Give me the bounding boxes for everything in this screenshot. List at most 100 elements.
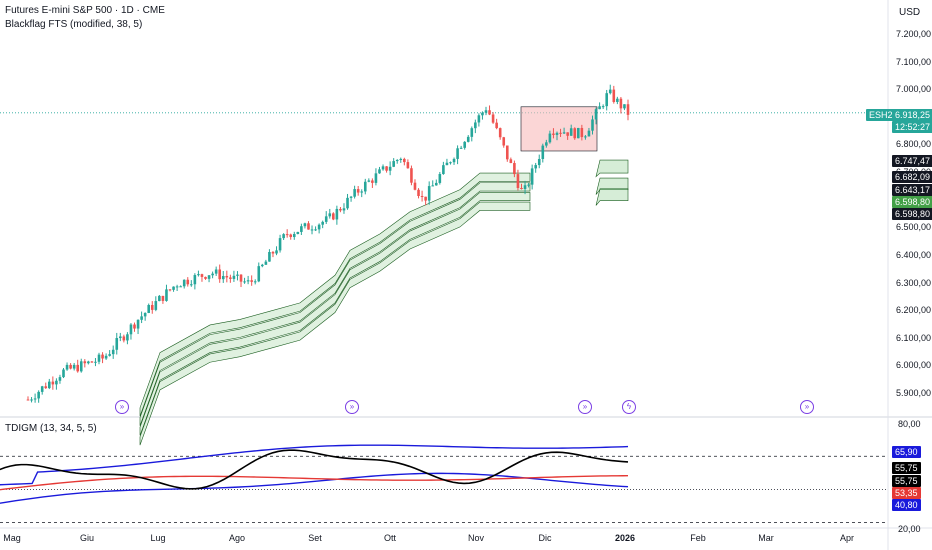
candle bbox=[317, 224, 321, 230]
candle bbox=[218, 269, 222, 280]
candle bbox=[434, 182, 438, 186]
candle bbox=[513, 163, 516, 175]
candle bbox=[495, 122, 498, 129]
candle bbox=[623, 104, 626, 109]
candle bbox=[608, 89, 612, 94]
candle bbox=[505, 145, 509, 160]
candle bbox=[33, 398, 37, 400]
candle bbox=[246, 280, 250, 282]
candle bbox=[438, 174, 442, 183]
osc-tag: 53,35 bbox=[892, 487, 921, 499]
candle bbox=[520, 187, 523, 190]
currency-label[interactable]: USD bbox=[899, 7, 921, 18]
candle bbox=[119, 336, 122, 339]
indicator-title[interactable]: Blackflag FTS (modified, 38, 5) bbox=[5, 19, 143, 30]
candle bbox=[147, 304, 151, 313]
last-price-tag: 6.918,25 bbox=[892, 109, 932, 121]
candle bbox=[360, 191, 364, 193]
candle bbox=[200, 274, 204, 277]
candle bbox=[94, 361, 97, 363]
candle bbox=[363, 181, 367, 192]
candle bbox=[204, 276, 207, 279]
candle bbox=[172, 286, 175, 290]
candle bbox=[104, 355, 108, 359]
candle bbox=[197, 274, 200, 276]
candle bbox=[491, 114, 495, 123]
osc-base-line bbox=[0, 475, 629, 491]
y-axis-label: 6.800,00 bbox=[896, 139, 932, 150]
candle bbox=[55, 380, 58, 385]
candle bbox=[477, 115, 481, 123]
candle bbox=[264, 261, 268, 265]
candle bbox=[158, 295, 161, 302]
osc-tag: 55,75 bbox=[892, 475, 921, 487]
x-axis-label: Feb bbox=[690, 533, 706, 543]
candle bbox=[133, 324, 136, 329]
event-marker-icon[interactable]: » bbox=[578, 400, 592, 414]
osc-lower-band bbox=[0, 472, 629, 504]
x-axis-label: Lug bbox=[150, 533, 166, 543]
candle bbox=[62, 369, 65, 378]
y-axis-label: 7.100,00 bbox=[896, 56, 932, 67]
candle bbox=[221, 275, 225, 280]
y-axis-label: 6.300,00 bbox=[896, 277, 932, 288]
candle bbox=[424, 196, 427, 201]
candle bbox=[186, 279, 190, 285]
candle bbox=[385, 166, 388, 171]
candle bbox=[406, 162, 410, 169]
candle bbox=[374, 173, 378, 183]
candle bbox=[328, 213, 332, 217]
candle bbox=[346, 197, 349, 209]
candle bbox=[292, 234, 296, 238]
candle bbox=[580, 127, 584, 138]
candle bbox=[243, 281, 246, 283]
candle bbox=[332, 213, 335, 220]
x-axis-label: Nov bbox=[467, 533, 485, 543]
candle bbox=[594, 109, 598, 120]
candle bbox=[26, 399, 30, 401]
osc-tag: 40,80 bbox=[892, 499, 921, 511]
x-axis-label: Giu bbox=[79, 533, 95, 543]
candle bbox=[51, 381, 55, 385]
candle bbox=[548, 133, 552, 143]
candle bbox=[271, 252, 275, 254]
event-marker-icon[interactable]: » bbox=[345, 400, 359, 414]
x-axis-label: Apr bbox=[839, 533, 855, 543]
trailing-band bbox=[139, 201, 531, 446]
candle bbox=[587, 130, 591, 137]
candle bbox=[108, 354, 111, 356]
candle bbox=[40, 386, 44, 392]
candle bbox=[545, 142, 548, 146]
candle bbox=[573, 128, 577, 139]
candle bbox=[381, 166, 385, 170]
event-marker-icon[interactable]: » bbox=[800, 400, 814, 414]
candle bbox=[101, 354, 104, 359]
y-axis-label: 6.200,00 bbox=[896, 305, 932, 316]
candle bbox=[207, 275, 211, 279]
candle bbox=[300, 226, 303, 232]
candle bbox=[253, 281, 257, 283]
candle bbox=[452, 158, 456, 163]
candle bbox=[261, 264, 264, 267]
trailing-band bbox=[139, 172, 531, 417]
candle bbox=[349, 196, 353, 198]
candle bbox=[530, 168, 534, 185]
symbol-title[interactable]: Futures E-mini S&P 500 · 1D · CME bbox=[5, 5, 165, 16]
candle bbox=[417, 189, 420, 197]
candle bbox=[193, 275, 197, 285]
candle bbox=[356, 189, 360, 193]
candle bbox=[190, 284, 193, 286]
candle bbox=[470, 128, 474, 137]
event-marker-icon[interactable]: » bbox=[115, 400, 129, 414]
candle bbox=[488, 110, 491, 115]
osc-signal-line bbox=[0, 449, 629, 490]
candle bbox=[335, 208, 339, 220]
earnings-marker-icon[interactable]: ϟ bbox=[622, 400, 636, 414]
candle bbox=[456, 148, 459, 159]
candle bbox=[126, 334, 129, 341]
candle bbox=[395, 159, 399, 162]
candle bbox=[353, 189, 356, 197]
candle bbox=[30, 399, 33, 401]
oscillator-title[interactable]: TDIGM (13, 34, 5, 5) bbox=[5, 423, 97, 434]
